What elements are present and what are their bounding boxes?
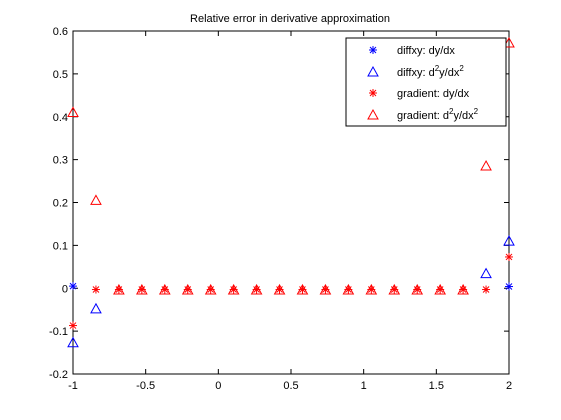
legend-label-part: gradient: dy/dx xyxy=(397,88,470,100)
x-tick-label: 0.5 xyxy=(283,380,298,392)
legend-marker xyxy=(369,46,377,54)
series-0 xyxy=(69,282,513,291)
x-tick-label: 1.5 xyxy=(429,380,444,392)
data-point xyxy=(505,282,513,291)
x-tick-label: 1 xyxy=(361,380,367,392)
data-point xyxy=(90,302,102,314)
legend-marker xyxy=(367,65,379,77)
legend-label-sup: 2 xyxy=(459,64,464,73)
data-point xyxy=(69,282,77,291)
data-point xyxy=(503,235,515,246)
data-point xyxy=(250,283,263,295)
marker-stroke xyxy=(482,286,490,293)
legend-marker xyxy=(367,108,379,120)
data-point xyxy=(90,194,102,205)
y-tick-label: 0 xyxy=(62,283,68,295)
data-point xyxy=(91,285,100,294)
data-point xyxy=(342,283,355,295)
data-point xyxy=(505,252,513,261)
data-point xyxy=(227,283,240,295)
legend-label-sup: 2 xyxy=(435,64,440,73)
data-point xyxy=(411,283,424,295)
series-1 xyxy=(67,235,515,348)
chart-title: Relative error in derivative approximati… xyxy=(190,13,390,25)
marker-stroke xyxy=(92,286,100,293)
marker-stroke xyxy=(369,89,377,97)
marks-layer xyxy=(67,36,515,348)
data-point xyxy=(69,321,77,330)
data-point xyxy=(480,160,492,171)
data-point xyxy=(480,267,492,279)
marker-stroke xyxy=(505,283,513,290)
y-tick-label: 0.1 xyxy=(53,240,68,252)
legend-label-sup: 2 xyxy=(474,107,479,116)
data-point xyxy=(158,283,171,295)
data-point xyxy=(296,283,309,295)
data-point xyxy=(113,283,125,295)
data-point xyxy=(434,283,447,295)
marker-stroke xyxy=(505,253,513,261)
axes-layer: -1 -0.5 0 0.5 1 1.5 2 -0.2 -0.1 0 0.1 0.2 0.3 0.4 0.5 0… xyxy=(49,26,512,392)
x-tick-label: -1 xyxy=(68,380,78,392)
y-tick-label: -0.1 xyxy=(49,326,68,338)
legend-label-part: diffxy: dy/dx xyxy=(397,45,455,57)
data-point xyxy=(181,283,194,295)
y-tick-label: 0.4 xyxy=(53,112,68,124)
marker-stroke xyxy=(369,46,377,54)
y-tick-label: 0.3 xyxy=(53,155,68,167)
data-point xyxy=(135,283,148,295)
data-point xyxy=(273,283,286,295)
data-point xyxy=(204,283,217,295)
series-2 xyxy=(69,252,513,330)
data-point xyxy=(319,283,332,295)
legend-label-part: y/dx xyxy=(453,110,474,122)
legend-marker xyxy=(369,89,377,97)
data-point xyxy=(482,285,491,294)
legend-label-part: gradient: d xyxy=(397,110,449,122)
legend-label-part: diffxy: d xyxy=(397,67,435,79)
data-point xyxy=(67,336,79,348)
x-tick-label: -0.5 xyxy=(136,380,155,392)
data-point xyxy=(365,283,378,295)
y-tick-label: 0.6 xyxy=(53,26,68,38)
marker-stroke xyxy=(69,282,77,290)
y-tick-label: 0.2 xyxy=(53,198,68,210)
data-point xyxy=(457,283,469,295)
marker-stroke xyxy=(69,322,77,329)
series-3 xyxy=(67,36,515,295)
y-tick-label: 0.5 xyxy=(53,69,68,81)
legend-label-sup: 2 xyxy=(449,107,454,116)
legend-label: gradient: dy/dx xyxy=(397,88,470,100)
y-tick-label: -0.2 xyxy=(49,369,68,381)
legend-label: diffxy: dy/dx xyxy=(397,45,455,57)
x-tick-label: 2 xyxy=(506,380,512,392)
x-tick-label: 0 xyxy=(215,380,221,392)
data-point xyxy=(388,283,401,295)
legend-label: gradient: d2y/dx2 xyxy=(397,107,479,122)
legend-label: diffxy: d2y/dx2 xyxy=(397,64,464,79)
legend-label-part: y/dx xyxy=(439,67,460,79)
data-point xyxy=(67,106,79,117)
